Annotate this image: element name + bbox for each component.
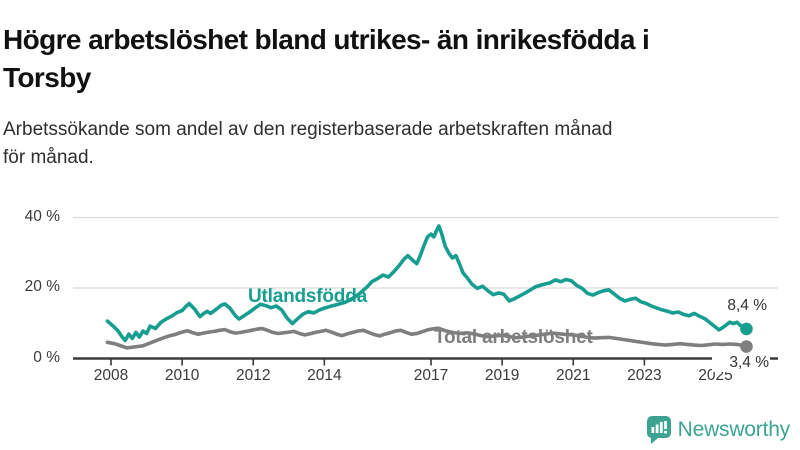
x-tick-label: 2014 [307,367,342,384]
title-line-2: Torsby [3,61,91,93]
subtitle-line-2: för månad. [3,147,94,168]
chart-subtitle: Arbetssökande som andel av den registerb… [3,116,793,172]
x-tick-label: 2021 [556,367,591,384]
x-tick-label: 2017 [413,367,449,384]
x-tick-label: 2012 [235,367,271,384]
y-tick-label: 20 % [24,278,60,295]
x-tick-label: 2008 [93,367,129,384]
series-end-dot [740,340,753,353]
series-end-dot [740,322,753,336]
subtitle-line-1: Arbetssökande som andel av den registerb… [3,119,613,140]
series-line [105,326,749,350]
end-value-label-utlandsfodda: 8,4 % [727,297,767,314]
series-line [105,224,749,343]
y-tick-label: 40 % [24,207,60,225]
x-tick-label: 2019 [484,367,520,384]
newsworthy-logo-icon [646,416,671,444]
x-tick-label: 2023 [627,367,662,384]
page-title: Högre arbetslöshet bland utrikes- än inr… [3,21,797,97]
newsworthy-brand[interactable]: Newsworthy [646,416,791,444]
title-line-1: Högre arbetslöshet bland utrikes- än inr… [3,23,650,55]
series-label-utlandsfodda: Utlandsfödda [248,286,367,307]
end-value-label-total: 3,4 % [712,354,770,372]
x-tick-label: 2010 [164,367,200,384]
series-label-total-arbetsloshet: Total arbetslöshet [434,327,593,348]
y-tick-label: 0 % [33,348,60,366]
newsworthy-brand-text: Newsworthy [677,418,791,441]
